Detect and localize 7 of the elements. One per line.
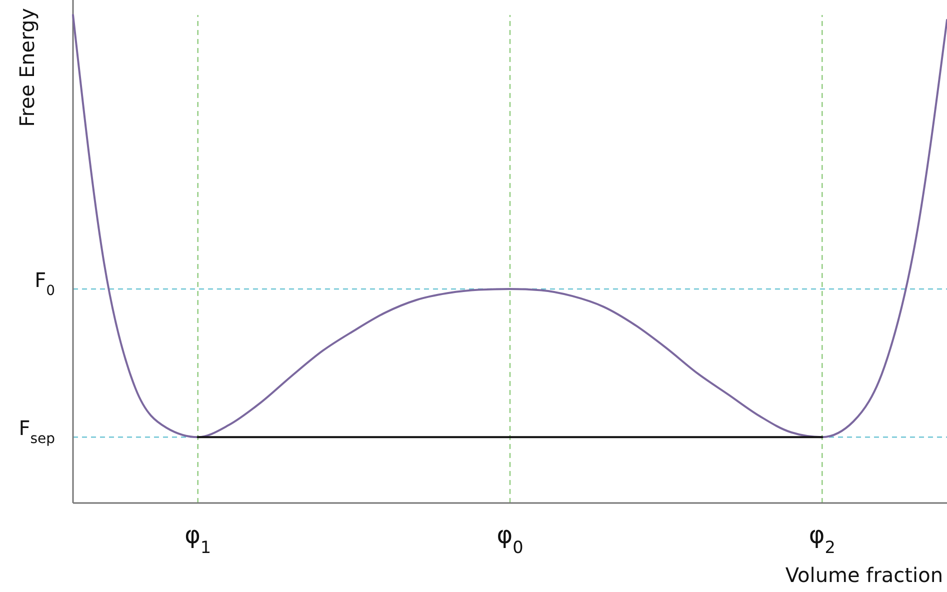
ref-line-label: F$_{0}$ <box>34 268 55 300</box>
x-tick-label: φ$_{1}$ <box>184 521 212 557</box>
ref-line-label: F$_{sep}$ <box>18 416 56 448</box>
x-tick-label: φ$_{0}$ <box>496 521 524 557</box>
y-axis-title: Free Energy <box>15 8 39 127</box>
x-tick-label: φ$_{2}$ <box>808 521 836 557</box>
x-axis-title: Volume fraction <box>785 563 943 587</box>
